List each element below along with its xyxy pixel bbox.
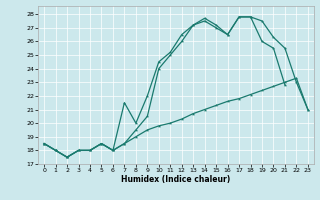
X-axis label: Humidex (Indice chaleur): Humidex (Indice chaleur): [121, 175, 231, 184]
